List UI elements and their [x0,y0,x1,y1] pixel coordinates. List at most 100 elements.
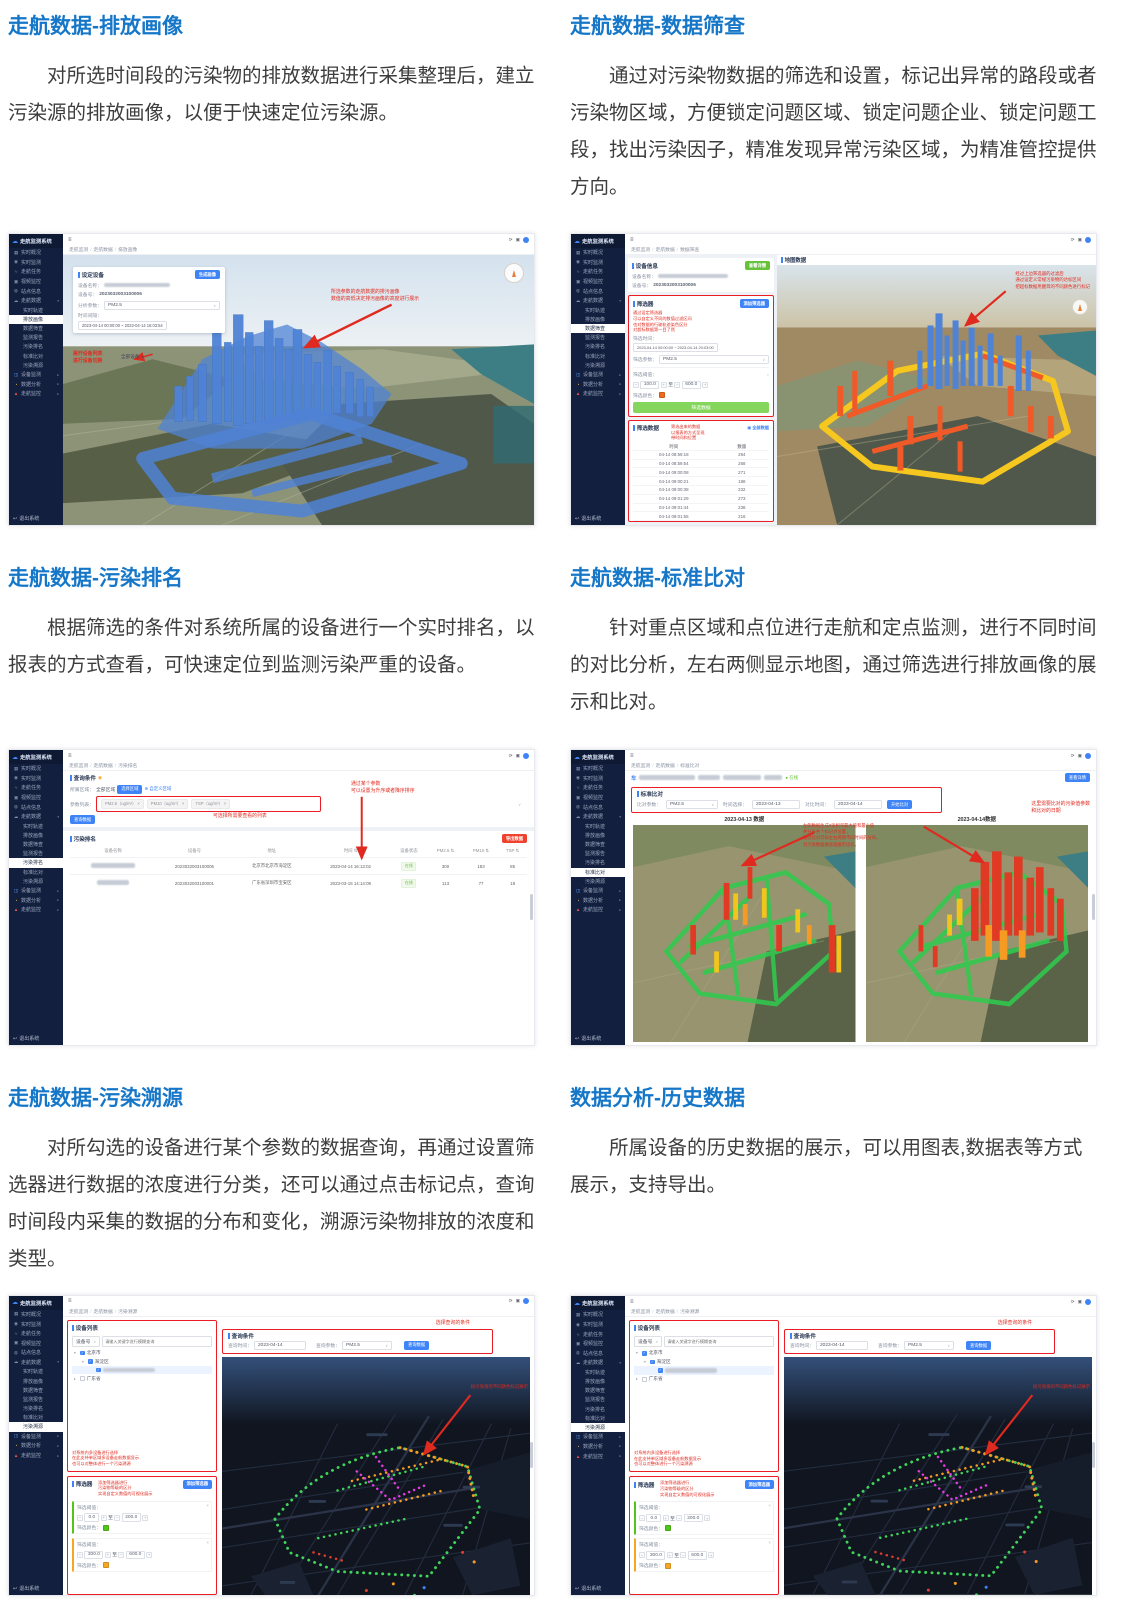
compass-control[interactable] [504,263,524,283]
checkbox[interactable]: ✓ [650,1359,655,1365]
satellite-map-3d[interactable] [865,825,1089,1042]
fullscreen-icon[interactable]: ▣ [515,236,520,242]
sidebar-item[interactable]: ▦ 实时概况 [575,249,604,257]
sidebar-item[interactable]: ◔ 数据分析 ▸ [576,1443,621,1450]
plus-stepper[interactable]: + [142,1514,149,1521]
tree-chevron-icon[interactable]: ▾ [636,1351,638,1356]
sidebar-item[interactable]: ☁ 走航数据 ▾ [13,813,59,821]
query-data-button[interactable]: 查询数据 [70,815,96,825]
sidebar-item[interactable]: ☁ 走航数据 ▾ [575,1359,621,1367]
compare-param-select[interactable]: PM2.5 ∨ [666,800,718,809]
logout-button[interactable]: ↩ 退出系统 [13,1035,40,1043]
query-data-button[interactable]: 查询数据 [404,1340,430,1350]
sidebar-subitem[interactable]: 数据筛查 [23,326,44,333]
tree-node[interactable]: ▾ ✓ 海淀区 [82,1358,109,1364]
breadcrumb-item[interactable]: 污染溯源 [113,1308,137,1315]
sidebar-subitem[interactable]: 污染溯源 [23,878,44,885]
checkbox[interactable]: ✓ [658,1368,663,1373]
close-icon[interactable]: × [768,1540,771,1546]
filter-time-range[interactable]: 2023-04-14 00:00:00 ~ 2023-04-14 20:03:0… [633,343,718,353]
sidebar-subitem[interactable]: 监测报告 [23,851,44,858]
sidebar-item[interactable]: ▲ 走航监控 ▸ [575,907,621,914]
satellite-map-3d[interactable] [63,255,534,525]
minus-stepper[interactable]: − [639,1515,645,1522]
query-data-button[interactable]: 查询数据 [966,1341,992,1351]
param-select[interactable]: PM2.5 ∨ [104,300,220,310]
column-header[interactable]: PM10 ⇅ [472,848,490,854]
sidebar-subitem[interactable]: 污染溯源 [571,1422,625,1433]
plus-stepper[interactable]: + [702,381,709,388]
close-icon[interactable]: × [768,1503,771,1509]
minus-stepper[interactable]: − [633,381,639,388]
minus-stepper[interactable]: − [114,1514,121,1521]
breadcrumb-item[interactable]: 走航监测 [69,1309,89,1315]
sidebar-subitem[interactable]: 污染排名 [23,344,44,351]
select-region-button[interactable]: 选择区域 [117,784,143,794]
sidebar-subitem[interactable]: 实时轨迹 [23,1369,44,1376]
checkbox[interactable]: ✓ [96,1367,101,1373]
fullscreen-icon[interactable]: ▣ [515,752,520,758]
sidebar-item[interactable]: ≈ 走航任务 [576,785,604,792]
sidebar-item[interactable]: ▦ 实时概况 [13,1311,42,1318]
sidebar-item[interactable]: ☁ 走航数据 ▾ [13,1359,59,1366]
breadcrumb-item[interactable]: 走航数据 [650,246,675,253]
table-row[interactable]: 04-14 09:00:38 232 [633,485,769,494]
minus-stepper[interactable]: − [77,1551,83,1558]
query-param-select[interactable]: PM2.5 ∨ [904,1341,954,1351]
breadcrumb-item[interactable]: 排放画像 [113,246,137,253]
logout-button[interactable]: ↩ 退出系统 [13,515,40,523]
dark-route-map[interactable] [222,1356,530,1595]
device-search-input[interactable] [664,1336,774,1348]
threshold-min[interactable]: 100.0 [640,380,660,390]
add-filter-button[interactable]: 添加筛选器 [739,299,769,309]
plus-stepper[interactable]: + [146,1551,153,1558]
minus-stepper[interactable]: − [676,1515,683,1522]
filter-color-swatch[interactable] [103,1524,109,1531]
tree-chevron-icon[interactable]: ▸ [74,1376,76,1381]
tree-node[interactable]: ▾ ✓ 海淀区 [644,1359,671,1365]
close-icon[interactable]: × [206,1539,209,1545]
sidebar-item[interactable]: ☁ 走航数据 ▾ [13,297,59,305]
sidebar-item[interactable]: ◍ 站点信息 [575,288,604,295]
sidebar-item[interactable]: ◫ 设备监测 ▸ [575,1433,621,1441]
sidebar-item[interactable]: ◔ 数据分析 ▸ [14,381,59,388]
compass-control[interactable] [1072,299,1088,315]
sidebar-subitem[interactable]: 监测报告 [585,335,606,342]
tree-chevron-icon[interactable]: ▸ [636,1377,638,1382]
table-row[interactable]: 2023032003100001 广东省深圳市宝安区 2023-03-15 14:… [70,874,527,892]
minus-stepper[interactable]: − [77,1514,83,1521]
fullscreen-icon[interactable]: ▣ [1077,236,1082,242]
sidebar-item[interactable]: ◫ 设备监测 ▸ [575,371,621,379]
minus-stepper[interactable]: − [639,1552,645,1559]
table-row[interactable]: 04-14 09:01:29 273 [633,493,769,503]
refresh-icon[interactable]: ⟳ [508,236,513,242]
filter-color-swatch[interactable] [659,392,665,399]
custom-region-link[interactable]: ⊕ 自定义区域 [144,786,172,792]
sidebar-subitem[interactable]: 排放画像 [23,832,44,839]
plus-stepper[interactable]: + [666,1552,673,1559]
threshold-max[interactable]: 200.0 [121,1513,141,1522]
sidebar-item[interactable]: ◍ 站点信息 [575,804,604,811]
tree-node[interactable]: ▾ ✓ 北京市 [636,1350,663,1356]
table-row[interactable]: 04-14 09:00:08 271 [633,467,769,476]
add-filter-button[interactable]: 添加筛选器 [182,1479,212,1489]
sidebar-item[interactable]: ◫ 设备监测 ▸ [13,887,59,895]
column-header[interactable]: 时间 ⇅ [343,848,358,854]
breadcrumb-item[interactable]: 污染溯源 [675,1308,699,1315]
column-header[interactable]: 地址 [267,848,277,854]
add-filter-button[interactable]: 添加筛选器 [744,1480,774,1490]
sidebar-item[interactable]: ▲ 走航监控 ▸ [13,907,59,914]
sidebar-subitem[interactable]: 标准比对 [23,353,44,360]
sidebar-subitem[interactable]: 污染排名 [585,344,606,351]
checkbox[interactable]: ✓ [80,1376,85,1382]
query-param-select[interactable]: PM2.5 ∨ [342,1340,392,1350]
close-icon[interactable]: × [206,1502,209,1508]
breadcrumb-item[interactable]: 走航监测 [631,764,651,769]
checkbox[interactable]: ✓ [642,1351,647,1356]
breadcrumb-item[interactable]: 走航监测 [69,764,89,769]
refresh-icon[interactable]: ⟳ [508,752,513,758]
sidebar-item[interactable]: ▦ 实时概况 [13,765,42,773]
refresh-icon[interactable]: ⟳ [1070,1298,1075,1304]
sidebar-subitem[interactable]: 监测报告 [585,851,606,858]
plus-stepper[interactable]: + [704,1515,711,1522]
